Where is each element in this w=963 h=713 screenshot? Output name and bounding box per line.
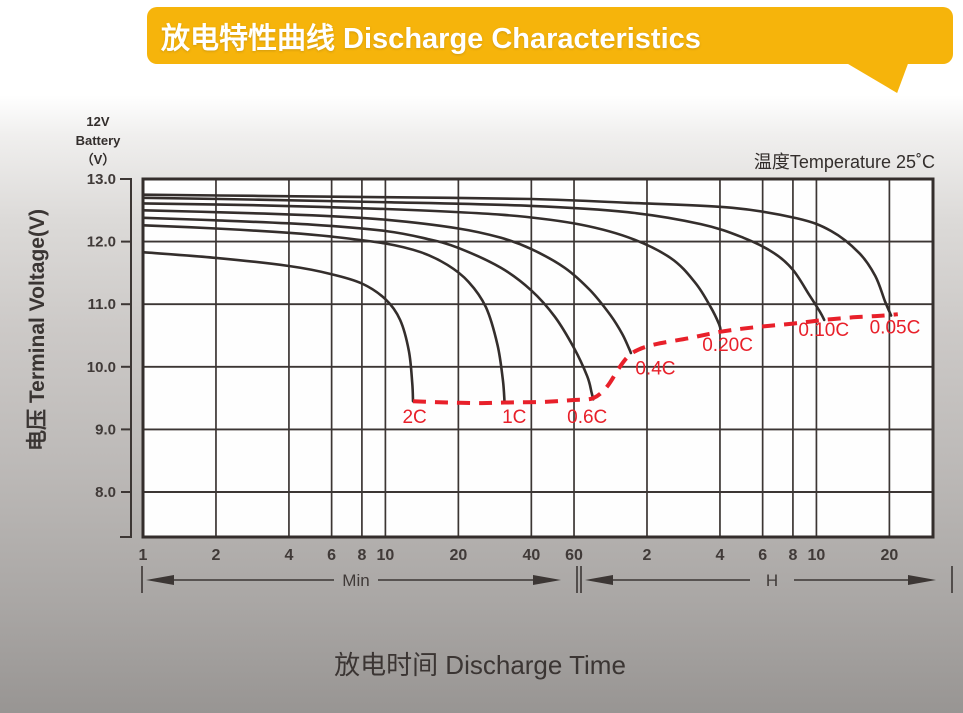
x-tick-label: 8 <box>788 547 797 564</box>
x-tick-label: 10 <box>808 547 826 564</box>
rate-label-0.6C: 0.6C <box>567 407 607 428</box>
battery-type-label: 12V Battery （V） <box>55 112 141 169</box>
y-tick-label: 12.0 <box>87 234 116 251</box>
y-tick-label: 13.0 <box>87 171 116 188</box>
curve-1C <box>141 224 506 403</box>
cutoff-voltage-curve <box>412 312 899 406</box>
rate-label-0.05C: 0.05C <box>870 317 921 338</box>
x-tick-label: 6 <box>327 547 336 564</box>
x-tick-label: 2 <box>643 547 652 564</box>
y-axis-bracket <box>120 178 132 538</box>
x-tick-label: 4 <box>716 547 725 564</box>
plot-area <box>143 179 933 537</box>
x-tick-label: 6 <box>758 547 767 564</box>
x-axis-title: 放电时间 Discharge Time <box>334 650 626 680</box>
title-banner: 放电特性曲线 Discharge Characteristics <box>147 7 953 93</box>
x-tick-label: 2 <box>212 547 221 564</box>
minutes-span-arrow-right-arrowhead <box>533 575 561 585</box>
x-tick-label: 60 <box>565 547 583 564</box>
y-tick-label: 11.0 <box>88 296 116 313</box>
rate-label-0.10C: 0.10C <box>798 320 849 341</box>
battery-type-line2: Battery <box>75 133 121 148</box>
minutes-span-arrow-left-arrowhead <box>146 575 174 585</box>
curve-0.4C <box>141 209 633 355</box>
curve-0.05C <box>141 193 893 317</box>
minutes-span-arrow-label: Min <box>342 571 369 590</box>
x-tick-label: 4 <box>284 547 293 564</box>
plot-border <box>141 177 935 539</box>
curve-0.6C <box>141 216 595 401</box>
x-tick-label: 10 <box>377 547 395 564</box>
y-tick-label: 9.0 <box>95 421 116 438</box>
hours-span-arrow-label: H <box>766 571 778 590</box>
curve-0.20C <box>141 202 723 333</box>
curve-2C <box>141 250 415 403</box>
rate-label-2C: 2C <box>402 407 426 428</box>
hours-span-arrow-left-arrowhead <box>585 575 613 585</box>
x-tick-label: 20 <box>880 547 898 564</box>
x-tick-label: 1 <box>139 547 148 564</box>
x-tick-label: 20 <box>449 547 467 564</box>
x-tick-label: 8 <box>357 547 366 564</box>
rate-label-0.4C: 0.4C <box>635 359 675 380</box>
curve-0.10C <box>141 196 826 322</box>
temperature-label: 温度Temperature 25˚C <box>753 152 935 172</box>
y-tick-label: 10.0 <box>87 359 116 376</box>
y-tick-label: 8.0 <box>95 484 116 501</box>
x-tick-label: 40 <box>522 547 540 564</box>
y-axis-title: 电压 Terminal Voltage(V) <box>26 209 49 451</box>
rate-label-1C: 1C <box>502 407 526 428</box>
hours-span-arrow-right-arrowhead <box>908 575 936 585</box>
rate-label-0.20C: 0.20C <box>702 335 753 356</box>
page-title: 放电特性曲线 Discharge Characteristics <box>161 22 701 55</box>
battery-type-line1: 12V <box>86 114 110 129</box>
battery-type-line3: （V） <box>80 152 116 167</box>
